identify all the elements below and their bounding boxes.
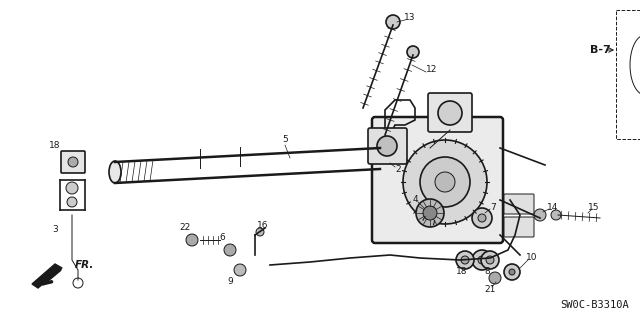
Circle shape: [486, 256, 494, 264]
Circle shape: [407, 46, 419, 58]
Text: 14: 14: [547, 203, 559, 211]
Circle shape: [423, 206, 437, 220]
Circle shape: [67, 197, 77, 207]
Circle shape: [478, 256, 486, 264]
Circle shape: [186, 234, 198, 246]
Circle shape: [481, 251, 499, 269]
Circle shape: [438, 101, 462, 125]
Circle shape: [386, 15, 400, 29]
Circle shape: [377, 136, 397, 156]
Circle shape: [504, 264, 520, 280]
Circle shape: [551, 210, 561, 220]
Circle shape: [461, 256, 469, 264]
Circle shape: [420, 157, 470, 207]
Text: 3: 3: [52, 226, 58, 234]
Circle shape: [472, 250, 492, 270]
Circle shape: [472, 208, 492, 228]
Circle shape: [68, 157, 78, 167]
Text: 12: 12: [426, 65, 438, 75]
Text: 5: 5: [282, 136, 288, 145]
Circle shape: [234, 264, 246, 276]
FancyBboxPatch shape: [504, 217, 534, 237]
Text: 21: 21: [484, 286, 496, 294]
Text: 2: 2: [395, 166, 401, 174]
Circle shape: [509, 269, 515, 275]
Text: 15: 15: [588, 203, 600, 211]
FancyBboxPatch shape: [428, 93, 472, 132]
Text: SW0C-B3310A: SW0C-B3310A: [561, 300, 629, 310]
FancyBboxPatch shape: [372, 117, 503, 243]
Text: 18: 18: [49, 140, 61, 150]
Polygon shape: [32, 264, 62, 288]
Circle shape: [435, 172, 455, 192]
Circle shape: [224, 244, 236, 256]
Circle shape: [478, 214, 486, 222]
Text: 16: 16: [257, 220, 269, 229]
Text: 7: 7: [490, 203, 496, 211]
Circle shape: [403, 140, 487, 224]
Text: 6: 6: [219, 234, 225, 242]
Circle shape: [66, 182, 78, 194]
Text: 18: 18: [456, 268, 468, 277]
FancyBboxPatch shape: [504, 194, 534, 214]
Circle shape: [456, 251, 474, 269]
Text: B-7: B-7: [589, 45, 611, 55]
Text: 13: 13: [404, 13, 416, 23]
Circle shape: [256, 228, 264, 236]
Text: FR.: FR.: [75, 260, 94, 270]
Text: 10: 10: [526, 254, 538, 263]
Circle shape: [416, 199, 444, 227]
FancyBboxPatch shape: [368, 128, 407, 164]
Circle shape: [489, 272, 501, 284]
Text: 8: 8: [484, 268, 490, 277]
Ellipse shape: [109, 161, 121, 183]
FancyBboxPatch shape: [61, 151, 85, 173]
Text: 22: 22: [179, 224, 191, 233]
Text: 4: 4: [412, 196, 418, 204]
Circle shape: [534, 209, 546, 221]
Text: 9: 9: [227, 278, 233, 286]
